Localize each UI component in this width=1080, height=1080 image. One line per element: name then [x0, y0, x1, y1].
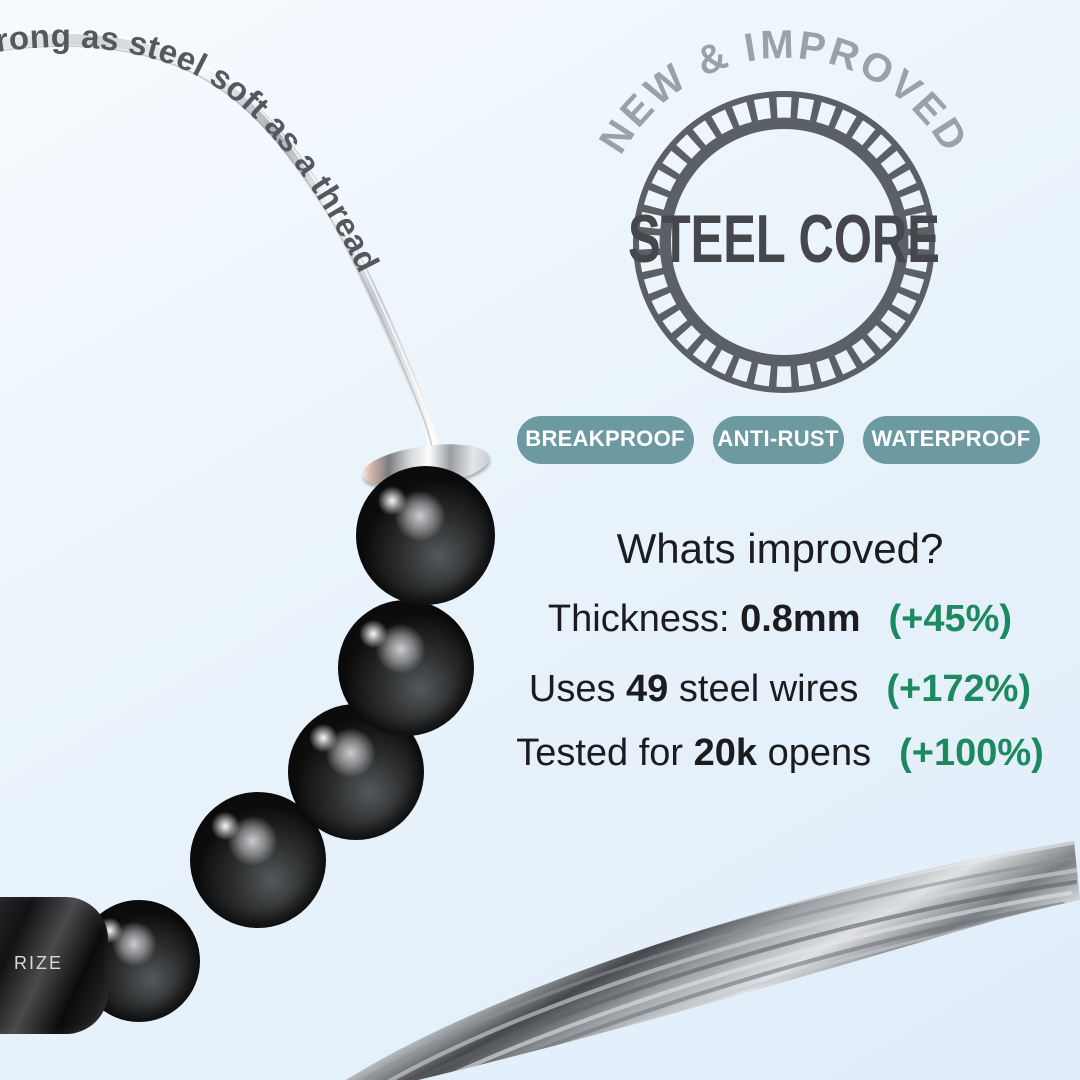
svg-text:ANTI-RUST: ANTI-RUST: [717, 426, 839, 451]
svg-text:WATERPROOF: WATERPROOF: [871, 426, 1030, 451]
svg-text:STEEL CORE: STEEL CORE: [628, 200, 940, 277]
svg-text:BREAKPROOF: BREAKPROOF: [525, 426, 684, 451]
